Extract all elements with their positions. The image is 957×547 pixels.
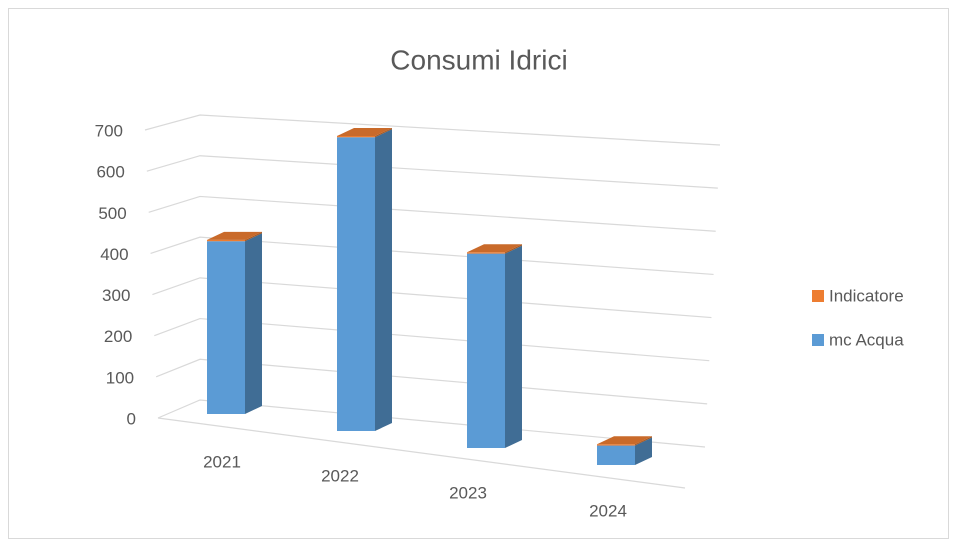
x-tick-label: 2024 [589, 501, 627, 520]
chart-title: Consumi Idrici [390, 44, 567, 75]
floor-edge [157, 417, 686, 489]
grid-line [155, 358, 708, 405]
grid-line [157, 399, 706, 448]
y-tick-label: 200 [104, 327, 132, 346]
bar-side [635, 437, 652, 465]
bar-side [505, 244, 522, 254]
grid-line [146, 155, 718, 189]
bar [467, 252, 505, 254]
bar-side [245, 231, 262, 242]
grid-line [150, 236, 714, 276]
grid-line [154, 317, 710, 362]
bar-side [375, 129, 392, 432]
legend-swatch [812, 334, 824, 346]
bar-side [505, 245, 522, 448]
x-tick-label: 2021 [203, 452, 241, 471]
y-tick-label: 700 [95, 121, 123, 140]
grid-line [148, 195, 716, 232]
y-tick-label: 0 [127, 409, 136, 428]
y-tick-label: 300 [102, 286, 130, 305]
bar-side [635, 436, 652, 446]
bar-side [375, 127, 392, 138]
bar [597, 445, 635, 465]
bar-top [207, 231, 262, 240]
y-tick-label: 500 [98, 204, 126, 223]
y-tick-label: 100 [106, 368, 134, 387]
bar [467, 253, 505, 448]
x-tick-label: 2023 [449, 483, 487, 502]
bar-top [467, 244, 522, 253]
grid-line [144, 114, 721, 146]
bar [337, 135, 375, 138]
legend-label: mc Acqua [829, 330, 904, 349]
legend-swatch [812, 290, 824, 302]
bar [597, 444, 635, 446]
bar-side [245, 233, 262, 414]
bar [207, 241, 245, 414]
bar [207, 239, 245, 242]
y-tick-label: 400 [100, 245, 128, 264]
bar-top [337, 127, 392, 136]
y-tick-label: 600 [96, 163, 124, 182]
bar-top [597, 436, 652, 445]
legend-label: Indicatore [829, 286, 904, 305]
grid-line [152, 277, 712, 319]
x-tick-label: 2022 [321, 466, 359, 485]
bar [337, 137, 375, 432]
